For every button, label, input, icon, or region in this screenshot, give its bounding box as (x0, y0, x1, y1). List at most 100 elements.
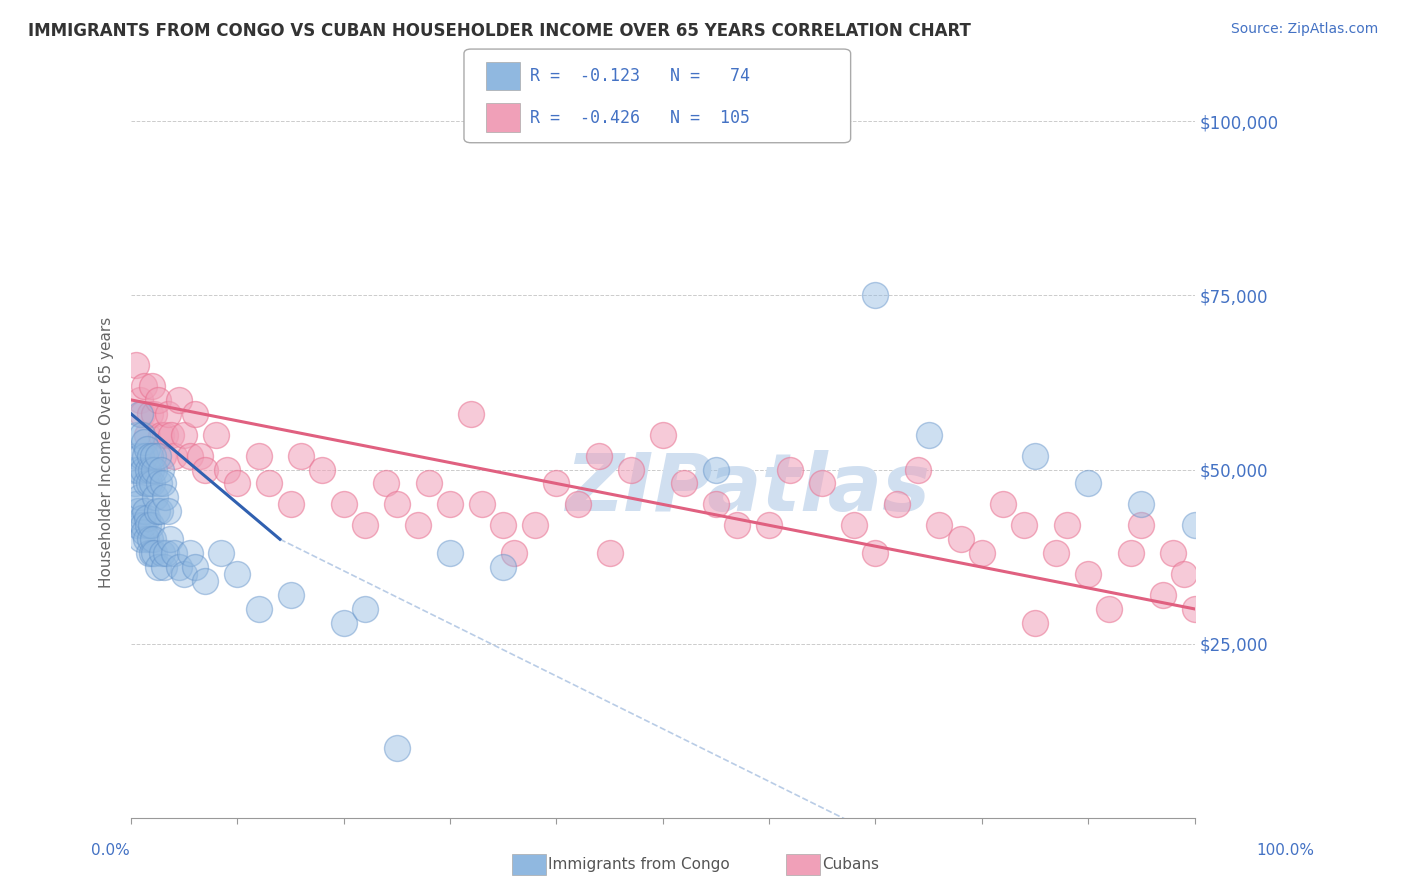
Point (194, 462, 217, 476)
Point (949, 533, 972, 547)
Point (160, 427, 183, 442)
Point (471, 497, 494, 511)
Point (122, 462, 145, 476)
Point (620, 462, 643, 476)
Point (146, 392, 169, 407)
Point (143, 407, 166, 421)
Point (290, 449, 312, 463)
Point (135, 533, 157, 547)
Point (725, 518, 748, 533)
Point (138, 546, 160, 560)
Point (332, 497, 354, 511)
Point (155, 546, 177, 560)
Point (134, 449, 156, 463)
Point (928, 518, 950, 533)
Point (247, 449, 270, 463)
Point (132, 434, 155, 449)
Point (162, 449, 184, 463)
Text: ZIPatlas: ZIPatlas (565, 450, 931, 528)
Point (129, 449, 152, 463)
Point (385, 741, 408, 756)
Point (153, 560, 176, 574)
Text: IMMIGRANTS FROM CONGO VS CUBAN HOUSEHOLDER INCOME OVER 65 YEARS CORRELATION CHAR: IMMIGRANTS FROM CONGO VS CUBAN HOUSEHOLD… (28, 22, 972, 40)
Point (1173, 567, 1195, 582)
Point (1152, 588, 1174, 602)
Point (132, 518, 155, 533)
Point (132, 462, 155, 476)
Point (153, 427, 176, 442)
Point (149, 427, 172, 442)
Point (149, 462, 172, 476)
Point (375, 476, 398, 491)
Point (125, 358, 148, 372)
Point (991, 497, 1014, 511)
Point (167, 560, 190, 574)
Point (138, 476, 160, 491)
Point (460, 407, 482, 421)
Point (704, 462, 727, 476)
Point (546, 476, 568, 491)
Point (188, 449, 211, 463)
Point (259, 476, 281, 491)
Point (128, 491, 150, 505)
Point (354, 518, 377, 533)
Point (142, 533, 165, 547)
Point (184, 560, 207, 574)
Point (127, 504, 149, 518)
Point (311, 462, 333, 476)
Point (704, 497, 727, 511)
Point (127, 427, 149, 442)
Point (136, 518, 159, 533)
Point (127, 462, 149, 476)
Point (125, 449, 148, 463)
Text: 0.0%: 0.0% (91, 843, 131, 857)
Point (599, 546, 621, 560)
Point (173, 567, 195, 582)
Point (139, 533, 162, 547)
Point (139, 449, 162, 463)
Point (1014, 518, 1036, 533)
Point (132, 525, 155, 540)
Point (354, 602, 377, 616)
Point (907, 462, 929, 476)
Point (1077, 476, 1099, 491)
Point (1184, 518, 1206, 533)
Point (492, 560, 515, 574)
Point (1119, 546, 1142, 560)
Point (148, 476, 170, 491)
Point (142, 449, 165, 463)
Point (865, 546, 887, 560)
Point (406, 518, 429, 533)
Point (1184, 602, 1206, 616)
Point (226, 567, 249, 582)
Point (280, 497, 302, 511)
Point (141, 462, 163, 476)
Point (134, 504, 156, 518)
Point (917, 427, 939, 442)
Point (418, 476, 440, 491)
Text: Immigrants from Congo: Immigrants from Congo (548, 857, 730, 871)
Point (811, 476, 834, 491)
Point (167, 392, 190, 407)
Point (179, 449, 201, 463)
Point (758, 518, 780, 533)
Point (844, 518, 866, 533)
Point (139, 407, 162, 421)
Point (124, 476, 146, 491)
Point (141, 518, 163, 533)
Point (1161, 546, 1184, 560)
Point (132, 379, 155, 393)
Point (1130, 497, 1153, 511)
Point (159, 533, 181, 547)
Point (215, 462, 238, 476)
Point (157, 407, 180, 421)
Point (1077, 567, 1099, 582)
Point (1024, 615, 1046, 630)
Point (131, 511, 153, 525)
Point (651, 427, 673, 442)
Point (153, 491, 176, 505)
Text: R =  -0.123   N =   74: R = -0.123 N = 74 (530, 67, 749, 85)
Point (209, 546, 232, 560)
Point (146, 560, 169, 574)
Point (157, 504, 180, 518)
